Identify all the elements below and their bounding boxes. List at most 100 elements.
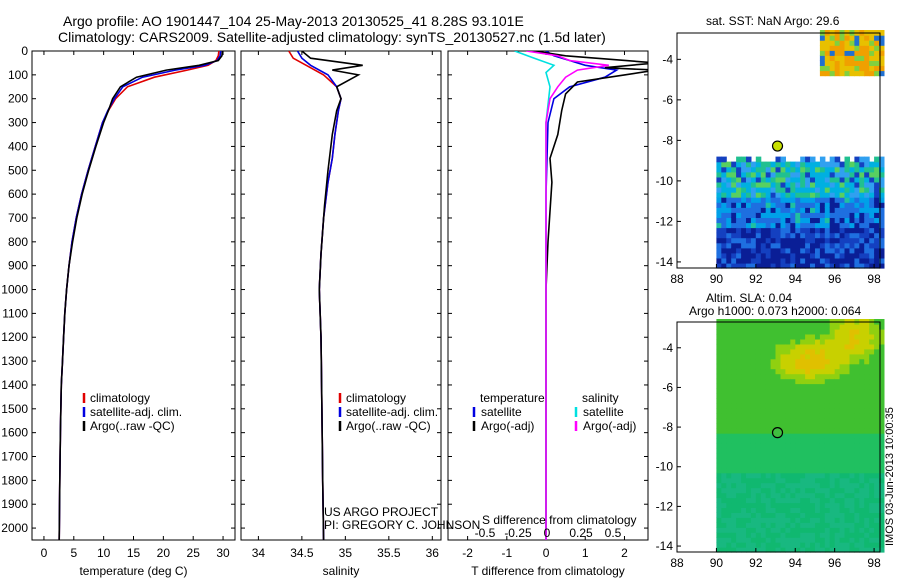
sst-cell: [879, 202, 885, 208]
sla-cell: [741, 527, 747, 533]
sla-cell: [785, 467, 791, 474]
sst-cell: [869, 212, 875, 218]
sst-cell: [760, 247, 767, 254]
sst-cell: [790, 187, 796, 193]
sla-cell: [726, 398, 732, 404]
pressure-tick-label: 200: [8, 92, 28, 106]
sla-cell: [810, 348, 816, 355]
sla-cell: [746, 428, 752, 434]
sla-cell: [775, 358, 781, 365]
sla-cell: [741, 403, 747, 409]
sst-cell: [874, 161, 880, 168]
sla-cell: [780, 512, 786, 518]
sst-cell: [815, 192, 821, 198]
sla-cell: [869, 324, 875, 330]
sst-cell: [854, 227, 860, 234]
sst-cell: [795, 197, 801, 203]
sla-cell: [819, 373, 826, 380]
sla-cell: [741, 542, 747, 548]
sst-cell: [815, 197, 821, 203]
sst-cell: [839, 171, 846, 178]
sla-cell: [746, 328, 752, 335]
sla-cell: [834, 413, 841, 419]
sst-cell: [864, 70, 870, 77]
sst-cell: [869, 192, 875, 198]
sla-cell: [859, 452, 865, 459]
sla-cell: [815, 398, 821, 404]
sla-cell: [834, 403, 841, 409]
sla-cell: [746, 413, 752, 419]
sla-cell: [869, 502, 875, 508]
sst-cell: [874, 35, 880, 41]
sst-cell: [770, 262, 777, 269]
sla-cell: [721, 423, 727, 429]
sst-cell: [854, 202, 860, 208]
sla-cell: [790, 328, 796, 335]
sst-cell: [829, 232, 836, 239]
sst-cell: [819, 247, 826, 254]
sla-cell: [775, 532, 781, 538]
sst-cell: [746, 192, 752, 198]
sst-cell: [721, 212, 727, 218]
sst-cell: [849, 176, 855, 183]
sla-cell: [805, 338, 811, 345]
sla-cell: [810, 507, 816, 513]
sla-cell: [790, 507, 796, 513]
pressure-tick-label: 500: [8, 163, 28, 177]
sla-cell: [849, 502, 855, 508]
sla-cell: [819, 477, 826, 484]
sla-cell: [824, 452, 831, 459]
sla-cell: [849, 363, 855, 370]
sla-cell: [770, 447, 777, 454]
sst-cell: [736, 242, 742, 249]
sst-cell: [726, 171, 732, 178]
sst-cell: [879, 257, 885, 264]
sst-cell: [785, 181, 791, 188]
sst-cell: [800, 156, 806, 163]
pressure-tick-label: 2000: [1, 521, 28, 535]
sst-cell: [731, 166, 737, 173]
sla-cell: [760, 527, 767, 533]
sla-cell: [864, 363, 870, 370]
sla-cell: [859, 383, 865, 390]
sla-cell: [864, 507, 870, 513]
sla-cell: [795, 343, 801, 350]
sla-cell: [726, 507, 732, 513]
sst-cell: [819, 262, 826, 269]
sla-cell: [859, 522, 865, 528]
sla-cell: [795, 398, 801, 404]
sla-cell: [864, 482, 870, 489]
sst-cell: [805, 212, 811, 218]
sla-cell: [795, 522, 801, 528]
sst-cell: [805, 262, 811, 269]
sla-cell: [736, 428, 742, 434]
sst-cell: [741, 171, 747, 178]
sla-cell: [800, 383, 806, 390]
sla-cell: [750, 532, 757, 538]
sst-cell: [834, 45, 841, 51]
sla-cell: [864, 497, 870, 504]
sst-cell: [765, 181, 772, 188]
sla-cell: [790, 502, 796, 508]
sla-cell: [805, 368, 811, 375]
sla-cell: [874, 353, 880, 360]
temperature-xtick-label: 15: [127, 546, 141, 560]
sst-cell: [810, 192, 816, 198]
sla-cell: [716, 338, 722, 345]
sst-cell: [790, 176, 796, 183]
sst-cell: [869, 242, 875, 249]
sla-cell: [750, 472, 757, 479]
sla-cell: [770, 373, 777, 380]
sla-cell: [839, 383, 846, 390]
sla-cell: [746, 343, 752, 350]
sla-cell: [760, 532, 767, 538]
sla-cell: [810, 517, 816, 523]
sla-cell: [750, 452, 757, 459]
sla-cell: [741, 452, 747, 459]
sla-cell: [775, 512, 781, 518]
sst-cell: [790, 212, 796, 218]
sla-cell: [721, 408, 727, 414]
sst-cell: [839, 247, 846, 254]
sla-cell: [829, 393, 836, 399]
sst-cell: [844, 192, 850, 198]
